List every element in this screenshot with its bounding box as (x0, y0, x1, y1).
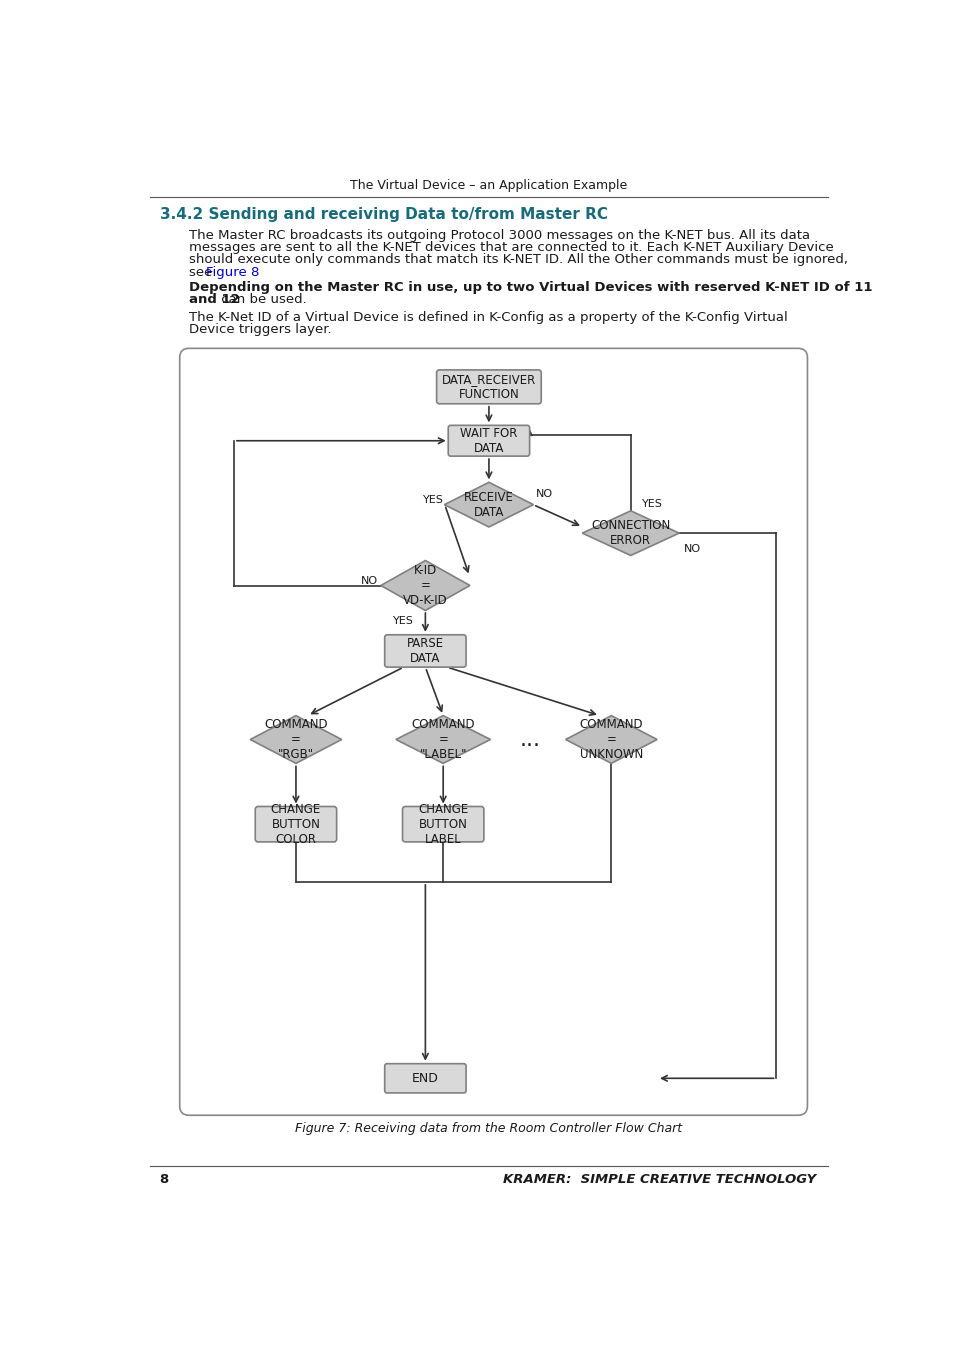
Text: KRAMER:  SIMPLE CREATIVE TECHNOLOGY: KRAMER: SIMPLE CREATIVE TECHNOLOGY (503, 1173, 816, 1187)
Text: Device triggers layer.: Device triggers layer. (189, 324, 332, 336)
Text: Figure 7: Receiving data from the Room Controller Flow Chart: Figure 7: Receiving data from the Room C… (295, 1122, 681, 1135)
Text: YES: YES (641, 500, 662, 509)
FancyBboxPatch shape (402, 806, 483, 842)
Text: PARSE
DATA: PARSE DATA (406, 637, 443, 666)
Text: COMMAND
=
"RGB": COMMAND = "RGB" (264, 718, 328, 761)
FancyBboxPatch shape (384, 634, 466, 667)
Text: K-ID
=
VD-K-ID: K-ID = VD-K-ID (402, 564, 447, 608)
Polygon shape (581, 510, 679, 555)
Text: .: . (240, 266, 245, 278)
Text: NO: NO (683, 544, 700, 554)
Text: NO: NO (360, 576, 377, 586)
Text: The Virtual Device – an Application Example: The Virtual Device – an Application Exam… (350, 178, 627, 192)
Text: CONNECTION
ERROR: CONNECTION ERROR (591, 520, 670, 547)
Text: and 12: and 12 (189, 293, 239, 306)
Text: The K-Net ID of a Virtual Device is defined in K-Config as a property of the K-C: The K-Net ID of a Virtual Device is defi… (189, 310, 787, 324)
Polygon shape (250, 716, 341, 763)
Text: COMMAND
=
"LABEL": COMMAND = "LABEL" (411, 718, 475, 761)
Polygon shape (395, 716, 490, 763)
FancyBboxPatch shape (448, 425, 529, 456)
Text: Depending on the Master RC in use, up to two Virtual Devices with reserved K-NET: Depending on the Master RC in use, up to… (189, 281, 872, 294)
Polygon shape (380, 560, 470, 610)
Text: ...: ... (519, 729, 540, 749)
Text: can be used.: can be used. (217, 293, 307, 306)
Text: CHANGE
BUTTON
COLOR: CHANGE BUTTON COLOR (271, 803, 321, 845)
Text: RECEIVE
DATA: RECEIVE DATA (463, 490, 514, 518)
Text: messages are sent to all the K-NET devices that are connected to it. Each K-NET : messages are sent to all the K-NET devic… (189, 240, 833, 254)
Text: see: see (189, 266, 216, 278)
Text: should execute only commands that match its K-NET ID. All the Other commands mus: should execute only commands that match … (189, 254, 847, 266)
Text: DATA_RECEIVER
FUNCTION: DATA_RECEIVER FUNCTION (441, 373, 536, 401)
Text: 8: 8 (159, 1173, 169, 1187)
Text: 3.4.2 Sending and receiving Data to/from Master RC: 3.4.2 Sending and receiving Data to/from… (159, 207, 607, 221)
Text: CHANGE
BUTTON
LABEL: CHANGE BUTTON LABEL (417, 803, 468, 845)
FancyBboxPatch shape (179, 348, 806, 1115)
Text: COMMAND
=
UNKNOWN: COMMAND = UNKNOWN (579, 718, 642, 761)
Text: The Master RC broadcasts its outgoing Protocol 3000 messages on the K-NET bus. A: The Master RC broadcasts its outgoing Pr… (189, 228, 809, 242)
Text: NO: NO (536, 489, 553, 500)
Text: YES: YES (422, 495, 443, 505)
Text: END: END (412, 1072, 438, 1085)
FancyBboxPatch shape (255, 806, 336, 842)
FancyBboxPatch shape (436, 370, 540, 404)
Polygon shape (444, 482, 533, 526)
Text: WAIT FOR
DATA: WAIT FOR DATA (459, 427, 517, 455)
Text: Figure 8: Figure 8 (206, 266, 259, 278)
Polygon shape (565, 716, 657, 763)
Text: YES: YES (393, 616, 414, 626)
FancyBboxPatch shape (384, 1064, 466, 1094)
